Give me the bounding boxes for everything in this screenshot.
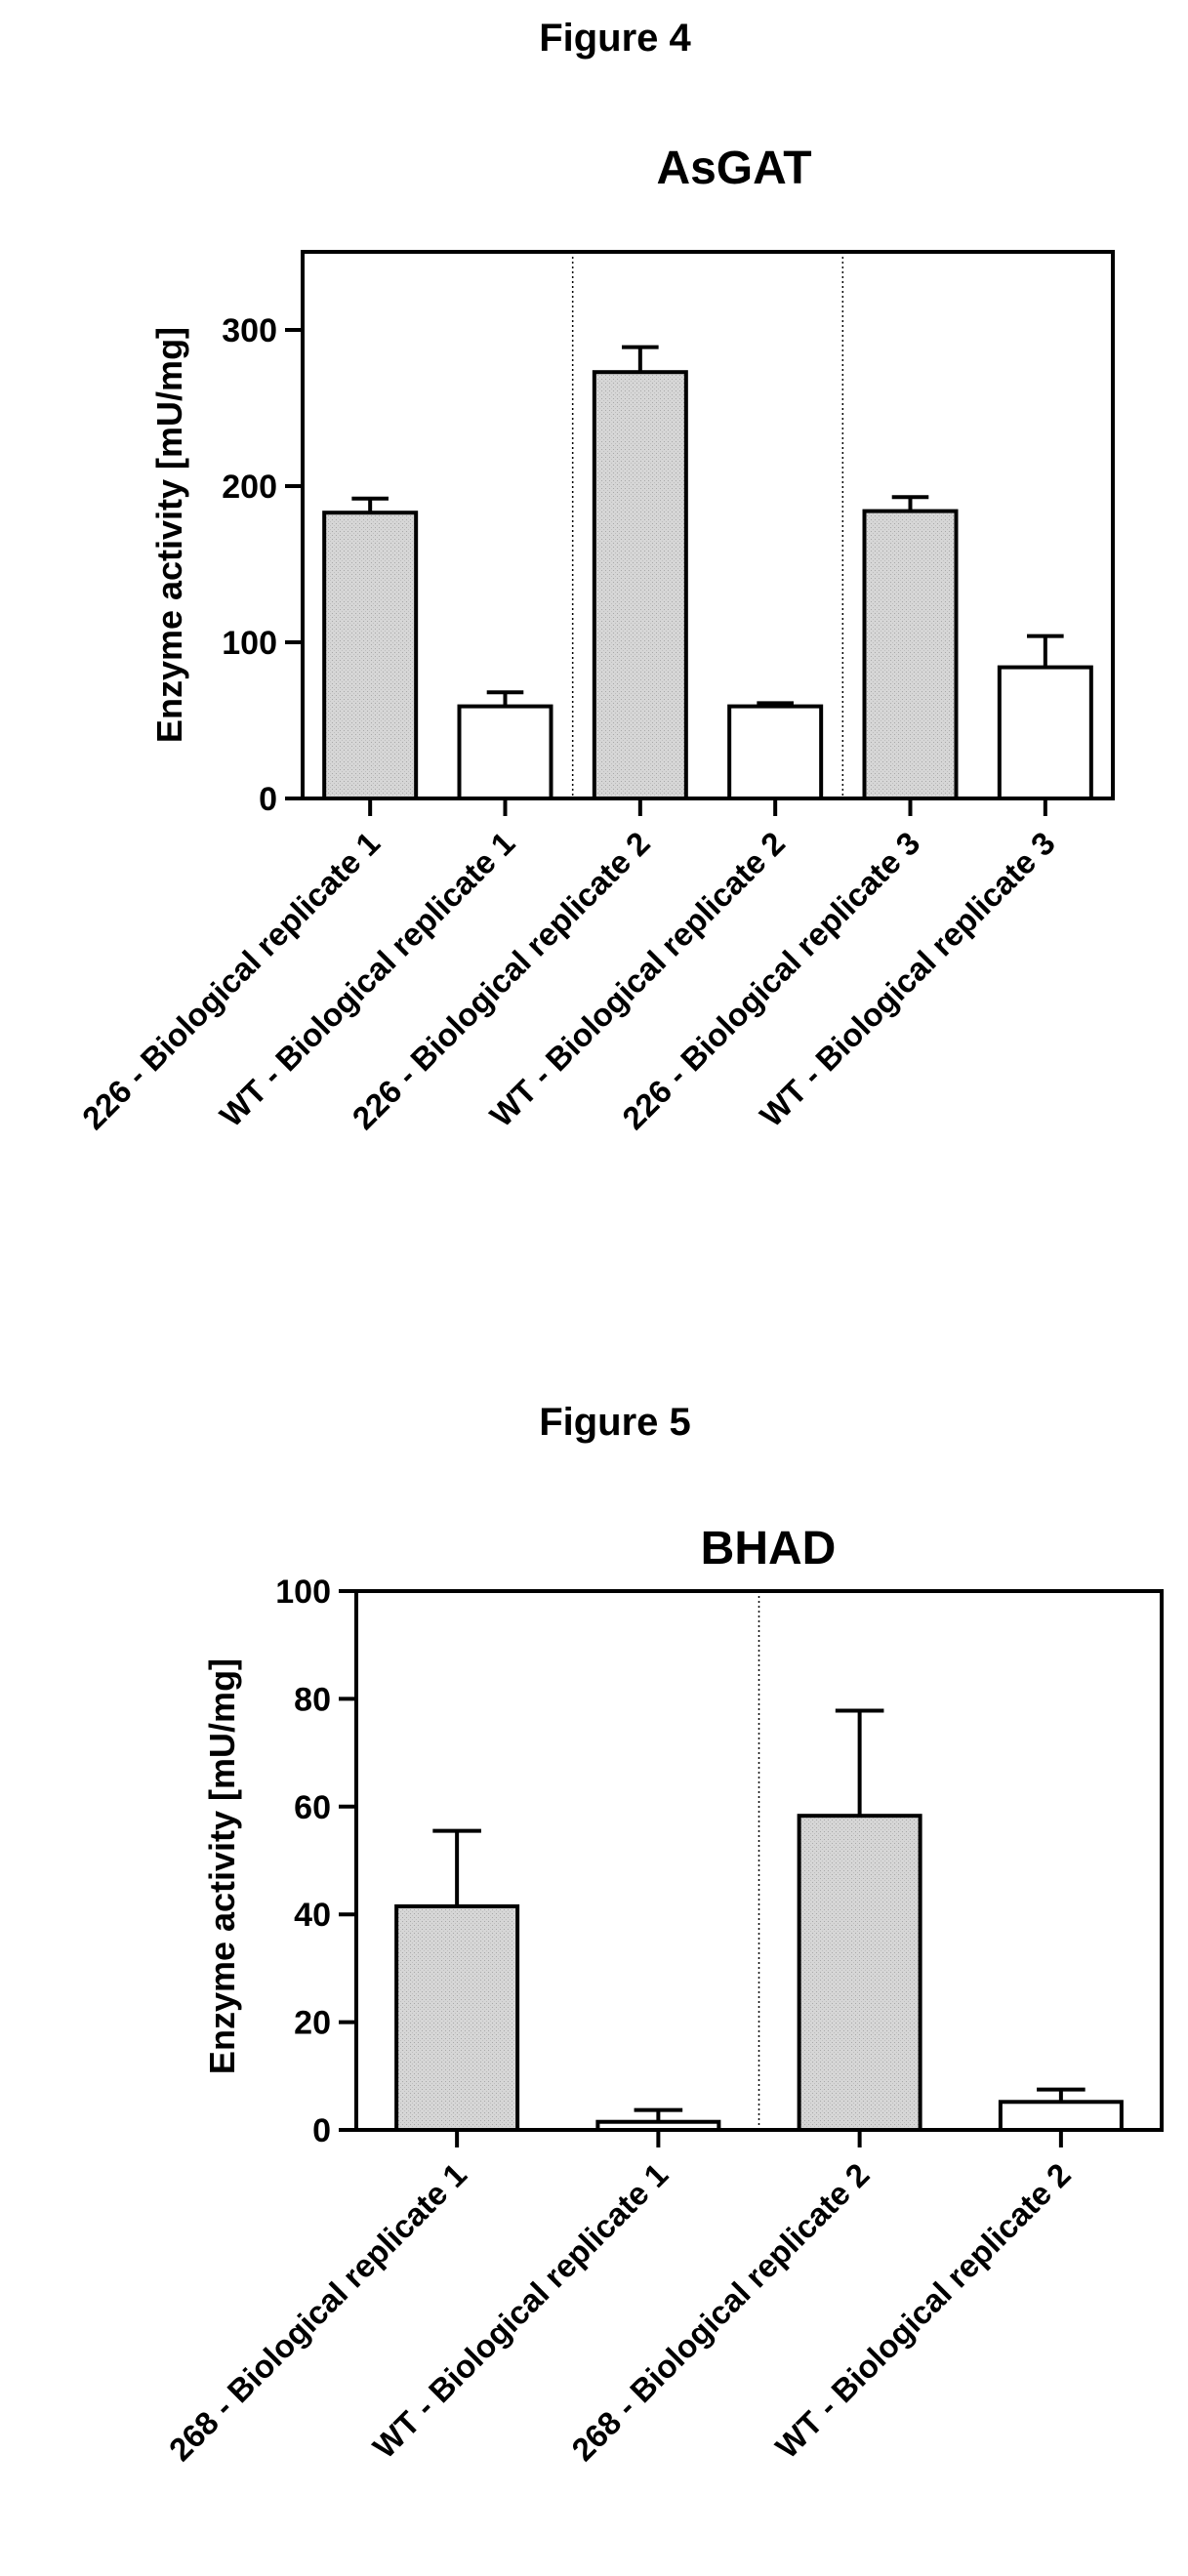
bar-asgat-6 — [997, 665, 1093, 800]
figure-4-label: Figure 4 — [539, 17, 691, 60]
bar-asgat-5 — [862, 509, 959, 800]
bar-asgat-3 — [592, 370, 688, 800]
y-tick-label-bhad-40: 40 — [294, 1897, 331, 1934]
figure-5: Figure 5 BHAD Enzyme activity [mU/mg] 26… — [162, 1401, 1164, 2468]
plot-area-asgat: 226 - Biological replicate 1WT - Biologi… — [75, 250, 1115, 1136]
y-tick-label-asgat-100: 100 — [222, 625, 277, 662]
figure-5-label: Figure 5 — [539, 1401, 691, 1444]
bar-asgat-2 — [457, 704, 553, 800]
x-tick-label-asgat-6: WT - Biological replicate 3 — [753, 825, 1062, 1134]
bar-bhad-4 — [998, 2100, 1124, 2132]
bar-asgat-4 — [727, 704, 824, 800]
chart-title-asgat: AsGAT — [656, 143, 811, 194]
bar-asgat-1 — [322, 511, 419, 800]
figure-4: Figure 4 AsGAT Enzyme activity [mU/mg] 2… — [75, 17, 1115, 1136]
y-tick-label-asgat-0: 0 — [259, 781, 277, 818]
plot-frame-asgat — [301, 250, 1115, 800]
y-tick-label-bhad-60: 60 — [294, 1789, 331, 1826]
plot-frame-bhad — [354, 1589, 1164, 2132]
chart-title-bhad: BHAD — [701, 1523, 837, 1574]
bar-bhad-1 — [394, 1903, 520, 2133]
y-tick-label-bhad-80: 80 — [294, 1681, 331, 1718]
y-tick-label-asgat-200: 200 — [222, 469, 277, 506]
y-tick-label-bhad-100: 100 — [275, 1574, 331, 1611]
y-tick-label-bhad-20: 20 — [294, 2005, 331, 2042]
y-axis-title-bhad: Enzyme activity [mU/mg] — [202, 1658, 242, 2074]
y-axis-title-asgat: Enzyme activity [mU/mg] — [149, 327, 189, 743]
bar-bhad-3 — [797, 1814, 922, 2132]
plot-area-bhad: 268 - Biological replicate 1WT - Biologi… — [162, 1574, 1164, 2468]
y-tick-label-asgat-300: 300 — [222, 312, 277, 349]
y-tick-label-bhad-0: 0 — [312, 2112, 331, 2149]
